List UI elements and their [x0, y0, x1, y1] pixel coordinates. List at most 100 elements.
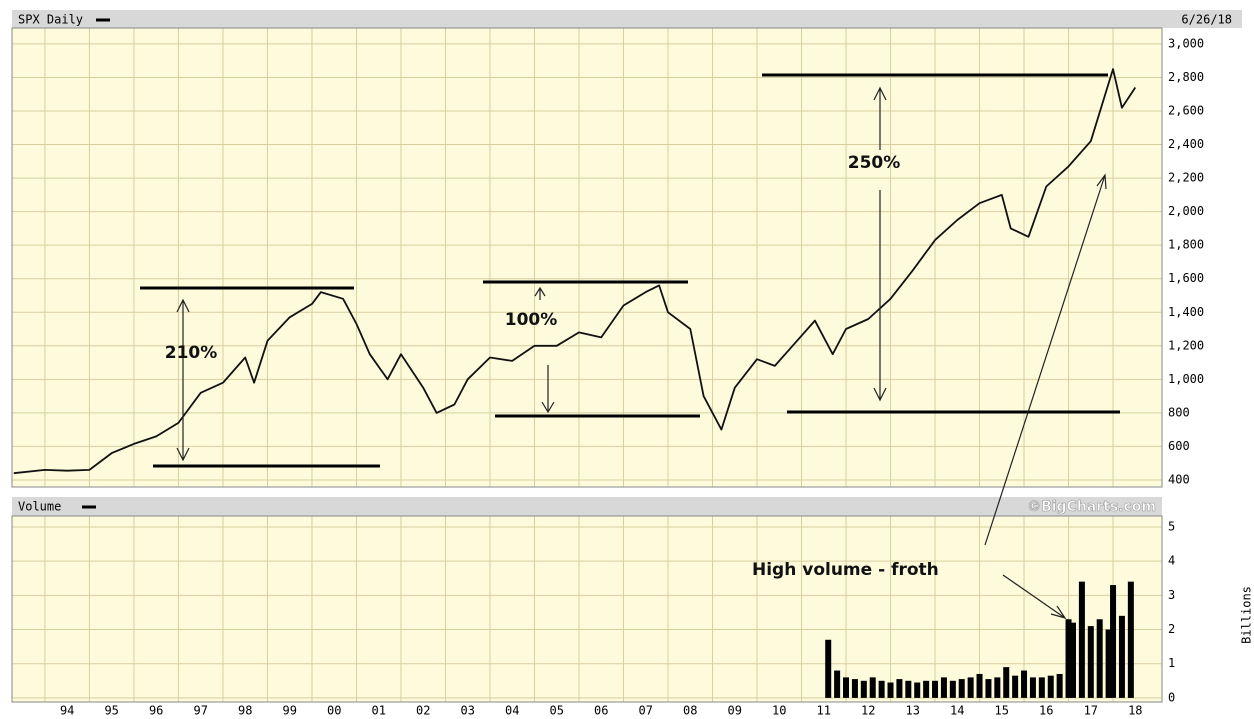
volume-bar	[923, 680, 930, 698]
volume-bar	[851, 679, 858, 698]
volume-bar	[994, 677, 1001, 698]
y-tick-label: 3	[1168, 588, 1175, 602]
x-tick-label: 13	[906, 704, 920, 718]
x-tick-label: 02	[416, 704, 430, 718]
x-tick-label: 01	[371, 704, 385, 718]
volume-bar	[949, 680, 956, 698]
price-panel	[12, 28, 1162, 487]
y-tick-label: 1,600	[1168, 271, 1204, 285]
x-tick-label: 05	[550, 704, 564, 718]
x-tick-label: 11	[817, 704, 831, 718]
x-tick-label: 10	[772, 704, 786, 718]
annotation: 100%	[505, 310, 558, 330]
volume-bar	[985, 679, 992, 698]
y-axis-label: Billions	[1240, 586, 1254, 644]
y-tick-label: 400	[1168, 472, 1190, 486]
volume-bar	[1105, 629, 1112, 698]
x-tick-label: 00	[327, 704, 341, 718]
x-tick-label: 17	[1084, 704, 1098, 718]
volume-bar	[1003, 667, 1010, 698]
volume-title: Volume	[18, 500, 61, 514]
y-tick-label: 2,200	[1168, 171, 1204, 185]
y-tick-label: 1,400	[1168, 305, 1204, 319]
x-tick-label: 12	[861, 704, 875, 718]
x-tick-label: 16	[1039, 704, 1053, 718]
y-tick-label: 600	[1168, 439, 1190, 453]
volume-bar	[1047, 675, 1054, 698]
x-tick-label: 03	[461, 704, 475, 718]
annotation: 250%	[848, 153, 901, 173]
marks	[13, 68, 1137, 698]
volume-bar	[869, 677, 876, 698]
volume-bar	[887, 682, 894, 698]
y-tick-label: 1,000	[1168, 372, 1204, 386]
chart-title: SPX Daily	[18, 13, 83, 27]
y-tick-label: 3,000	[1168, 36, 1204, 50]
volume-bar	[1065, 619, 1072, 698]
x-tick-label: 09	[728, 704, 742, 718]
x-tick-label: 98	[238, 704, 252, 718]
date-label: 6/26/18	[1181, 13, 1232, 27]
volume-bar	[825, 639, 832, 698]
y-tick-label: 2,800	[1168, 70, 1204, 84]
price-line	[13, 68, 1137, 475]
source: ©BigCharts.com	[1027, 499, 1156, 515]
volume-bar	[914, 682, 921, 698]
x-tick-label: 18	[1128, 704, 1142, 718]
volume-bar	[976, 673, 983, 698]
y-tick-label: 1,200	[1168, 338, 1204, 352]
annotation: High volume - froth	[752, 560, 939, 580]
y-tick-label: 2	[1168, 622, 1175, 636]
x-tick-label: 95	[104, 704, 118, 718]
y-tick-label: 2,600	[1168, 104, 1204, 118]
volume-frame	[11, 515, 1163, 703]
arrow	[873, 86, 887, 402]
grid	[12, 28, 1162, 702]
y-tick-label: 2,000	[1168, 204, 1204, 218]
volume-bar	[1029, 677, 1036, 698]
volume-bar	[1087, 626, 1094, 698]
volume-bar	[1110, 585, 1117, 698]
volume-bar	[843, 677, 850, 698]
volume-bar	[1127, 581, 1134, 698]
x-tick-label: 97	[193, 704, 207, 718]
x-tick-label: 08	[683, 704, 697, 718]
y-tick-label: 2,400	[1168, 137, 1204, 151]
volume-bar	[860, 680, 867, 698]
volume-bar	[967, 677, 974, 698]
volume-bar	[1118, 615, 1125, 698]
arrow	[1002, 574, 1067, 620]
price-header-right	[1162, 10, 1242, 28]
x-tick-label: 99	[282, 704, 296, 718]
volume-bar	[958, 679, 965, 698]
volume-header	[12, 497, 1162, 516]
price-frame	[11, 27, 1163, 488]
volume-bar	[1096, 619, 1103, 698]
volume-panel	[12, 516, 1162, 702]
arrow	[984, 173, 1107, 546]
volume-bar	[1012, 675, 1019, 698]
volume-bar	[1038, 677, 1045, 698]
volume-bar	[905, 680, 912, 698]
arrow	[534, 286, 555, 414]
y-tick-label: 5	[1168, 519, 1175, 533]
volume-bar	[940, 677, 947, 698]
y-tick-label: 4	[1168, 554, 1175, 568]
annotation-lines	[140, 73, 1120, 620]
x-tick-label: 04	[505, 704, 519, 718]
y-tick-label: 1,800	[1168, 238, 1204, 252]
volume-bar	[878, 680, 885, 698]
volume-bar	[1021, 670, 1028, 698]
y-tick-label: 0	[1168, 690, 1175, 704]
y-tick-label: 800	[1168, 405, 1190, 419]
x-tick-label: 14	[950, 704, 964, 718]
y-tick-label: 1	[1168, 656, 1175, 670]
volume-bar	[1069, 622, 1076, 698]
annotation: 210%	[165, 343, 218, 363]
x-tick-label: 96	[149, 704, 163, 718]
arrow	[176, 298, 190, 462]
volume-bar	[1078, 581, 1085, 698]
x-tick-label: 07	[639, 704, 653, 718]
x-tick-label: 15	[995, 704, 1009, 718]
